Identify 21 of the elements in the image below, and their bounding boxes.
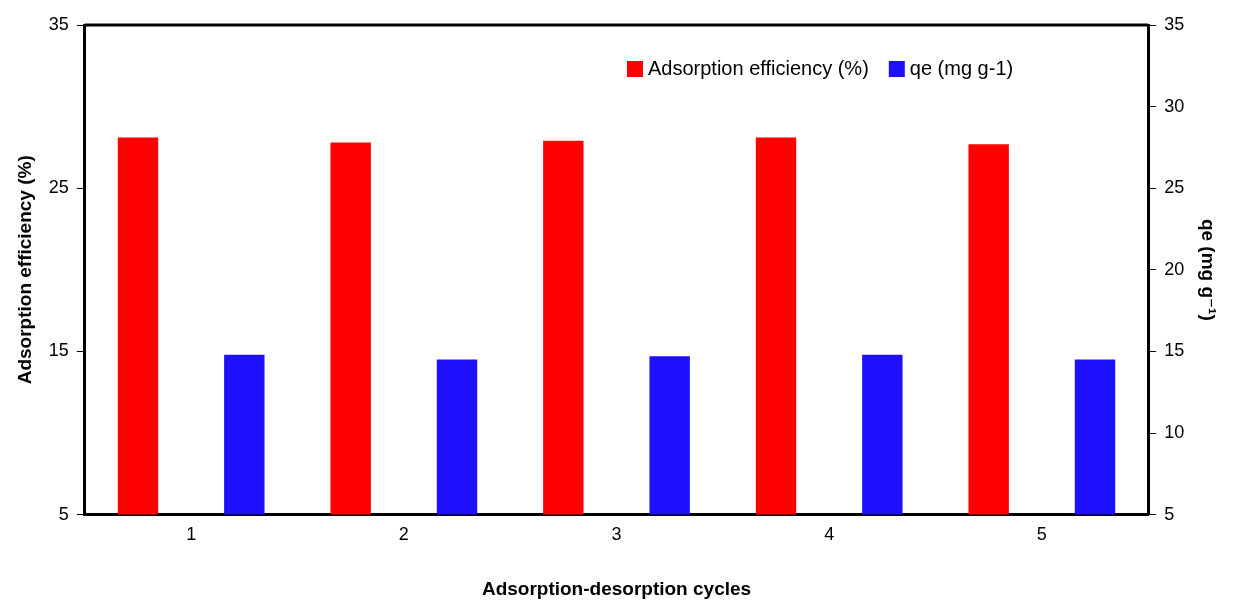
y-tick-label: 15 (48, 340, 69, 361)
y2-tick-label: 35 (1164, 13, 1185, 34)
x-tick-label: 2 (398, 524, 409, 545)
x-tick-label: 4 (824, 524, 835, 545)
legend-label: Adsorption efficiency (%) (647, 56, 869, 79)
x-tick-label: 1 (186, 524, 197, 545)
y-tick-label: 5 (58, 503, 69, 524)
x-tick-label: 3 (611, 524, 622, 545)
x-axis-title: Adsorption-desorption cycles (481, 577, 752, 599)
y2-axis-title: qe (mg g⁻¹) (1198, 218, 1220, 321)
y-tick-label: 25 (48, 177, 69, 198)
legend-label: qe (mg g-1) (909, 56, 1014, 79)
y-axis-title: Adsorption efficiency (%) (13, 155, 35, 385)
y2-tick-label: 25 (1164, 177, 1185, 198)
y2-tick-label: 20 (1164, 258, 1185, 279)
x-tick-label: 5 (1036, 524, 1047, 545)
y2-tick-label: 10 (1164, 421, 1185, 442)
y2-tick-label: 15 (1164, 340, 1185, 361)
y2-tick-label: 30 (1164, 95, 1185, 116)
y-tick-label: 35 (48, 13, 69, 34)
y2-tick-label: 5 (1164, 503, 1175, 524)
